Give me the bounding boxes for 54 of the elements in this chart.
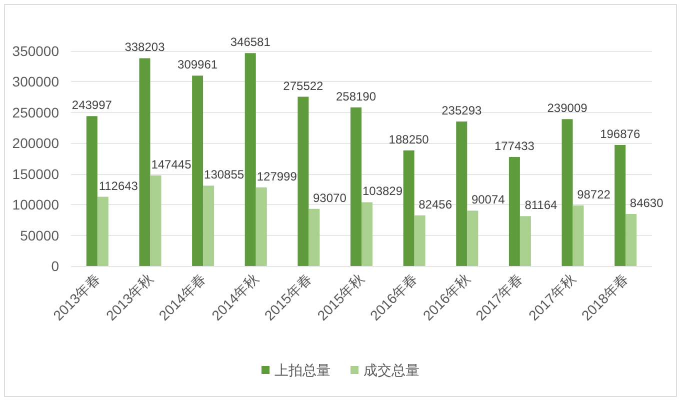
bar: [572, 205, 584, 266]
bar: [626, 214, 637, 266]
bar: [350, 107, 362, 266]
data-label: 177433: [494, 139, 535, 154]
data-label: 147445: [151, 157, 192, 172]
data-label: 235293: [442, 103, 482, 118]
y-tick-label: 250000: [12, 104, 60, 120]
y-tick-label: 350000: [12, 43, 60, 59]
bar: [362, 202, 372, 266]
bar: [139, 58, 150, 266]
data-label: 196876: [600, 127, 640, 142]
y-tick-label: 150000: [12, 166, 60, 182]
y-tick-label: 100000: [12, 196, 60, 213]
y-tick-label: 200000: [12, 135, 60, 152]
legend-label: 成交总量: [364, 362, 420, 378]
data-label: 239009: [547, 101, 588, 116]
bar: [298, 96, 309, 266]
data-label: 338203: [124, 40, 166, 54]
bar: [467, 210, 478, 266]
y-tick-label: 300000: [12, 74, 60, 90]
bar: [403, 150, 414, 266]
bar: [562, 119, 573, 266]
data-label: 90074: [471, 192, 506, 207]
data-label: 346581: [230, 35, 271, 50]
data-label: 127999: [256, 169, 298, 184]
bar: [192, 76, 204, 266]
bar: [97, 196, 108, 266]
data-label: 81164: [524, 198, 558, 212]
legend-label: 上拍总量: [274, 362, 330, 378]
data-label: 243997: [72, 98, 112, 112]
data-label: 84630: [630, 196, 664, 210]
bar: [244, 53, 256, 266]
y-tick-label: 50000: [20, 227, 60, 244]
data-label: 93070: [312, 190, 347, 205]
bar: [86, 116, 98, 266]
bar: [456, 121, 468, 266]
data-label: 103829: [362, 184, 403, 198]
bar: [414, 215, 426, 266]
data-label: 188250: [388, 132, 430, 146]
bar: [256, 187, 267, 266]
bar: [150, 175, 162, 266]
data-label: 82456: [418, 197, 452, 212]
bar: [508, 157, 520, 266]
data-label: 98722: [577, 187, 611, 202]
bar: [614, 145, 626, 266]
data-label: 112643: [98, 178, 138, 193]
data-label: 275522: [283, 78, 324, 93]
y-tick-label: 0: [51, 258, 60, 274]
data-label: 309961: [178, 58, 218, 72]
bar: [308, 208, 320, 266]
data-label: 258190: [336, 89, 376, 104]
bar: [520, 216, 531, 266]
data-label: 130855: [204, 168, 244, 182]
bar: [203, 186, 214, 266]
